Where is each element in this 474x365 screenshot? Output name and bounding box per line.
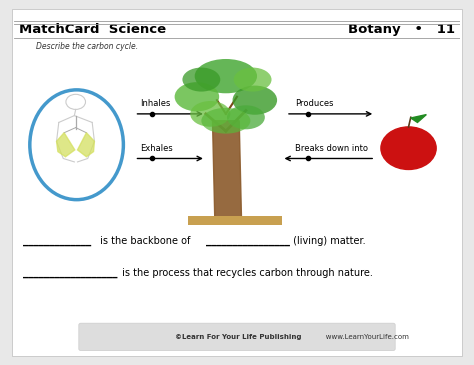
Ellipse shape xyxy=(233,85,277,115)
Ellipse shape xyxy=(234,68,272,92)
FancyBboxPatch shape xyxy=(188,216,282,225)
Text: Botany   •   11: Botany • 11 xyxy=(348,23,456,36)
Text: www.LearnYourLife.com: www.LearnYourLife.com xyxy=(319,334,410,340)
Ellipse shape xyxy=(174,82,219,111)
Text: Breaks down into: Breaks down into xyxy=(295,144,368,153)
Ellipse shape xyxy=(190,101,230,127)
Ellipse shape xyxy=(182,68,220,92)
Polygon shape xyxy=(411,115,426,122)
Text: MatchCard  Science: MatchCard Science xyxy=(18,23,166,36)
Text: ________________: ________________ xyxy=(206,236,290,246)
Text: Describe the carbon cycle.: Describe the carbon cycle. xyxy=(36,42,138,51)
Circle shape xyxy=(381,127,436,169)
Text: is the backbone of: is the backbone of xyxy=(97,236,196,246)
FancyBboxPatch shape xyxy=(79,323,395,351)
Ellipse shape xyxy=(227,105,265,129)
Text: Produces: Produces xyxy=(295,99,333,108)
Text: (living) matter.: (living) matter. xyxy=(291,236,366,246)
Text: is the process that recycles carbon through nature.: is the process that recycles carbon thro… xyxy=(119,268,373,278)
Polygon shape xyxy=(212,121,241,217)
Polygon shape xyxy=(77,133,94,157)
Text: Exhales: Exhales xyxy=(140,144,173,153)
Ellipse shape xyxy=(30,90,123,200)
Polygon shape xyxy=(56,133,75,157)
Text: __________________: __________________ xyxy=(23,268,118,278)
Text: Inhales: Inhales xyxy=(140,99,170,108)
Text: ©Learn For Your Life Publishing: ©Learn For Your Life Publishing xyxy=(174,334,301,340)
Text: _____________: _____________ xyxy=(23,236,91,246)
Ellipse shape xyxy=(195,59,257,93)
Ellipse shape xyxy=(201,108,250,134)
